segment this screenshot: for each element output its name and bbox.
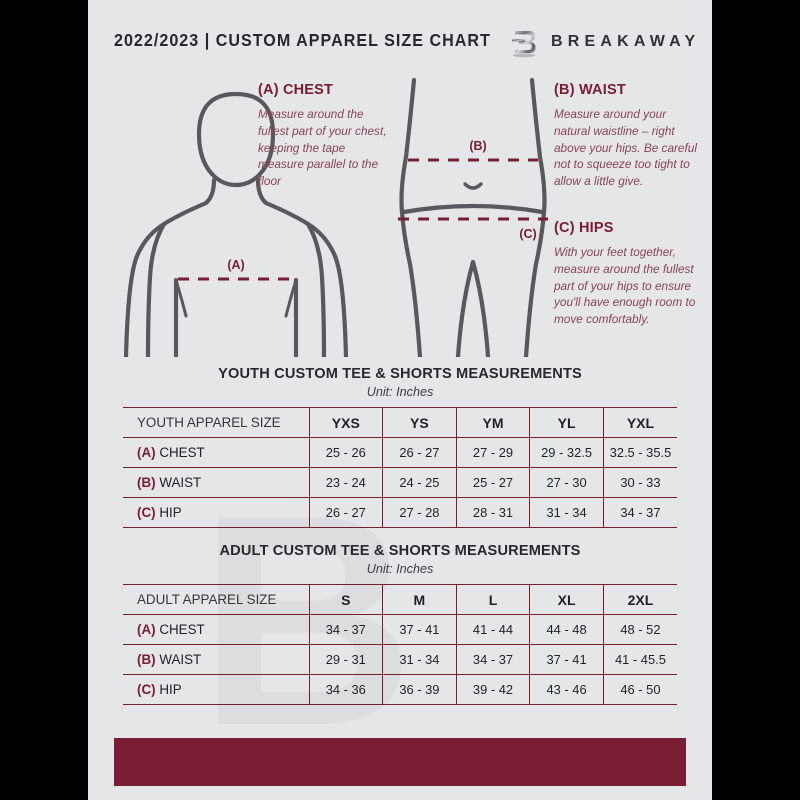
youth-measurement-cell: 32.5 - 35.5 [603, 437, 677, 468]
youth-row-label: (C) HIP [123, 497, 310, 528]
table-row: (C) HIP 34 - 36 36 - 39 39 - 42 43 - 46 46 - … [123, 674, 677, 705]
adult-size-column-header: XL [529, 584, 604, 615]
youth-measurement-cell: 25 - 27 [456, 467, 531, 498]
youth-size-table: YOUTH APPAREL SIZE YXS YS YM YL YXL (A) CHEST 2… [123, 407, 677, 528]
waist-marker-label: (B) [469, 139, 486, 153]
youth-measurement-cell: 26 - 27 [382, 437, 457, 468]
adult-measurement-cell: 37 - 41 [382, 614, 457, 645]
youth-row-label: (A) CHEST [123, 437, 310, 468]
footer-accent-bar [114, 738, 686, 786]
page-header: 2022/2023 | CUSTOM APPAREL SIZE CHART [88, 0, 712, 72]
adult-size-label: ADULT APPAREL SIZE [123, 584, 310, 615]
row-tag: (A) [137, 622, 156, 637]
adult-measurement-cell: 41 - 44 [456, 614, 531, 645]
youth-measurement-cell: 30 - 33 [603, 467, 677, 498]
adult-measurement-cell: 29 - 31 [309, 644, 384, 675]
hip-marker-label: (C) [519, 227, 536, 241]
youth-measurement-cell: 24 - 25 [382, 467, 457, 498]
adult-size-table-block: ADULT CUSTOM TEE & SHORTS MEASUREMENTS U… [123, 543, 677, 705]
row-tag: (A) [137, 445, 156, 460]
youth-header-row: YOUTH APPAREL SIZE YXS YS YM YL YXL [123, 407, 677, 438]
adult-table-unit: Unit: Inches [366, 562, 434, 576]
guide-chest: (A) CHEST Measure around the fullest par… [258, 82, 394, 190]
table-row: (B) WAIST 29 - 31 31 - 34 34 - 37 37 - 41 41 … [123, 644, 677, 675]
adult-measurement-cell: 46 - 50 [603, 674, 677, 705]
breakaway-b-monogram-icon [506, 26, 540, 60]
row-tag: (B) [137, 475, 156, 490]
adult-size-column-header: L [456, 584, 531, 615]
row-tag: (C) [137, 505, 156, 520]
guide-hips-body: With your feet together, measure around … [554, 245, 696, 326]
adult-row-label: (B) WAIST [123, 644, 310, 675]
youth-measurement-cell: 27 - 28 [382, 497, 457, 528]
youth-measurement-cell: 27 - 30 [529, 467, 604, 498]
youth-measurement-cell: 23 - 24 [309, 467, 384, 498]
youth-size-label: YOUTH APPAREL SIZE [123, 407, 310, 438]
guide-hips: (C) HIPS With your feet together, measur… [554, 220, 700, 328]
table-row: (C) HIP 26 - 27 27 - 28 28 - 31 31 - 34 34 - … [123, 497, 677, 528]
adult-header-row: ADULT APPAREL SIZE S M L XL 2XL [123, 584, 677, 615]
guide-waist-body: Measure around your natural waistline – … [554, 107, 697, 188]
adult-size-column-header: S [309, 584, 384, 615]
adult-measurement-cell: 37 - 41 [529, 644, 604, 675]
adult-measurement-cell: 36 - 39 [382, 674, 457, 705]
adult-measurement-cell: 44 - 48 [529, 614, 604, 645]
measurement-illustrations: (A) (B) (C) (A) CHEST [88, 72, 712, 360]
youth-measurement-cell: 28 - 31 [456, 497, 531, 528]
youth-table-unit: Unit: Inches [366, 385, 434, 399]
youth-measurement-cell: 31 - 34 [529, 497, 604, 528]
chest-marker-label: (A) [227, 258, 244, 272]
youth-size-table-block: YOUTH CUSTOM TEE & SHORTS MEASUREMENTS U… [123, 366, 677, 528]
guide-waist: (B) WAIST Measure around your natural wa… [554, 82, 700, 190]
youth-measurement-cell: 26 - 27 [309, 497, 384, 528]
adult-row-label: (C) HIP [123, 674, 310, 705]
hips-figure-illustration: (B) (C) [388, 72, 558, 362]
table-row: (A) CHEST 34 - 37 37 - 41 41 - 44 44 - 48 48 … [123, 614, 677, 645]
adult-measurement-cell: 48 - 52 [603, 614, 677, 645]
youth-table-heading: YOUTH CUSTOM TEE & SHORTS MEASUREMENTS [218, 366, 582, 382]
youth-size-column-header: YM [456, 407, 531, 438]
page-title: 2022/2023 | CUSTOM APPAREL SIZE CHART [114, 30, 491, 50]
adult-table-heading: ADULT CUSTOM TEE & SHORTS MEASUREMENTS [219, 543, 581, 559]
youth-measurement-cell: 25 - 26 [309, 437, 384, 468]
guide-waist-title: (B) WAIST [554, 82, 626, 98]
adult-measurement-cell: 41 - 45.5 [603, 644, 677, 675]
torso-figure-illustration: (A) [106, 72, 366, 362]
guide-hips-title: (C) HIPS [554, 220, 614, 236]
adult-size-table: ADULT APPAREL SIZE S M L XL 2XL (A) CHEST 34 - … [123, 584, 677, 705]
youth-measurement-cell: 29 - 32.5 [529, 437, 604, 468]
youth-measurement-cell: 27 - 29 [456, 437, 531, 468]
table-row: (A) CHEST 25 - 26 26 - 27 27 - 29 29 - 32.5 3… [123, 437, 677, 468]
adult-size-column-header: 2XL [603, 584, 677, 615]
adult-measurement-cell: 34 - 37 [309, 614, 384, 645]
youth-size-column-header: YS [382, 407, 457, 438]
youth-size-column-header: YXS [309, 407, 384, 438]
table-row: (B) WAIST 23 - 24 24 - 25 25 - 27 27 - 30 30 … [123, 467, 677, 498]
row-tag: (B) [137, 652, 156, 667]
youth-row-label: (B) WAIST [123, 467, 310, 498]
adult-measurement-cell: 43 - 46 [529, 674, 604, 705]
adult-row-label: (A) CHEST [123, 614, 310, 645]
youth-size-column-header: YL [529, 407, 604, 438]
adult-measurement-cell: 34 - 36 [309, 674, 384, 705]
adult-measurement-cell: 31 - 34 [382, 644, 457, 675]
size-chart-page: B 2022/2023 | CUSTOM APPAREL SIZE CHART [88, 0, 712, 800]
youth-measurement-cell: 34 - 37 [603, 497, 677, 528]
adult-measurement-cell: 39 - 42 [456, 674, 531, 705]
adult-measurement-cell: 34 - 37 [456, 644, 531, 675]
brand-wordmark: BREAKAWAY [551, 33, 701, 50]
guide-chest-body: Measure around the fullest part of your … [258, 107, 387, 188]
guide-chest-title: (A) CHEST [258, 82, 334, 98]
youth-size-column-header: YXL [603, 407, 677, 438]
adult-size-column-header: M [382, 584, 457, 615]
row-tag: (C) [137, 682, 156, 697]
